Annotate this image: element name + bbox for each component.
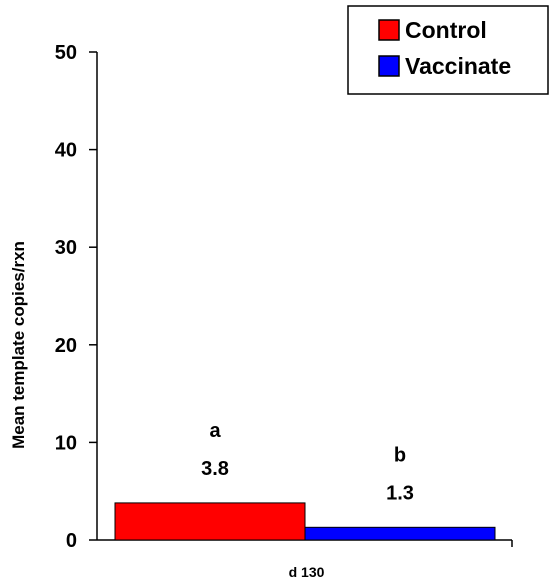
y-tick-label: 0 [66, 530, 77, 552]
legend-label: Vaccinate [405, 53, 511, 79]
y-tick-label: 40 [55, 140, 77, 162]
x-axis: d 130 [97, 539, 513, 580]
y-tick-label: 50 [55, 42, 77, 64]
value-label: 1.3 [386, 482, 414, 504]
bars [114, 502, 496, 541]
legend-swatch-vaccinate [378, 55, 400, 77]
y-tick-label: 10 [55, 432, 77, 454]
bar-control [114, 502, 306, 541]
bar-vaccinate [304, 526, 496, 541]
significance-letter: b [394, 444, 406, 466]
y-tick-label: 20 [55, 335, 77, 357]
value-label: 3.8 [201, 458, 229, 480]
data-labels: 3.8 a 1.3 b [201, 420, 414, 504]
significance-letter: a [209, 420, 221, 442]
y-tick-label: 30 [55, 237, 77, 259]
legend-swatch-control [378, 19, 400, 41]
y-axis-title: Mean template copies/rxn [9, 241, 28, 449]
y-axis: 0 10 20 30 40 50 [55, 42, 98, 552]
legend: Control Vaccinate [347, 5, 549, 95]
x-tick-label: d 130 [289, 564, 325, 580]
legend-label: Control [405, 17, 487, 43]
